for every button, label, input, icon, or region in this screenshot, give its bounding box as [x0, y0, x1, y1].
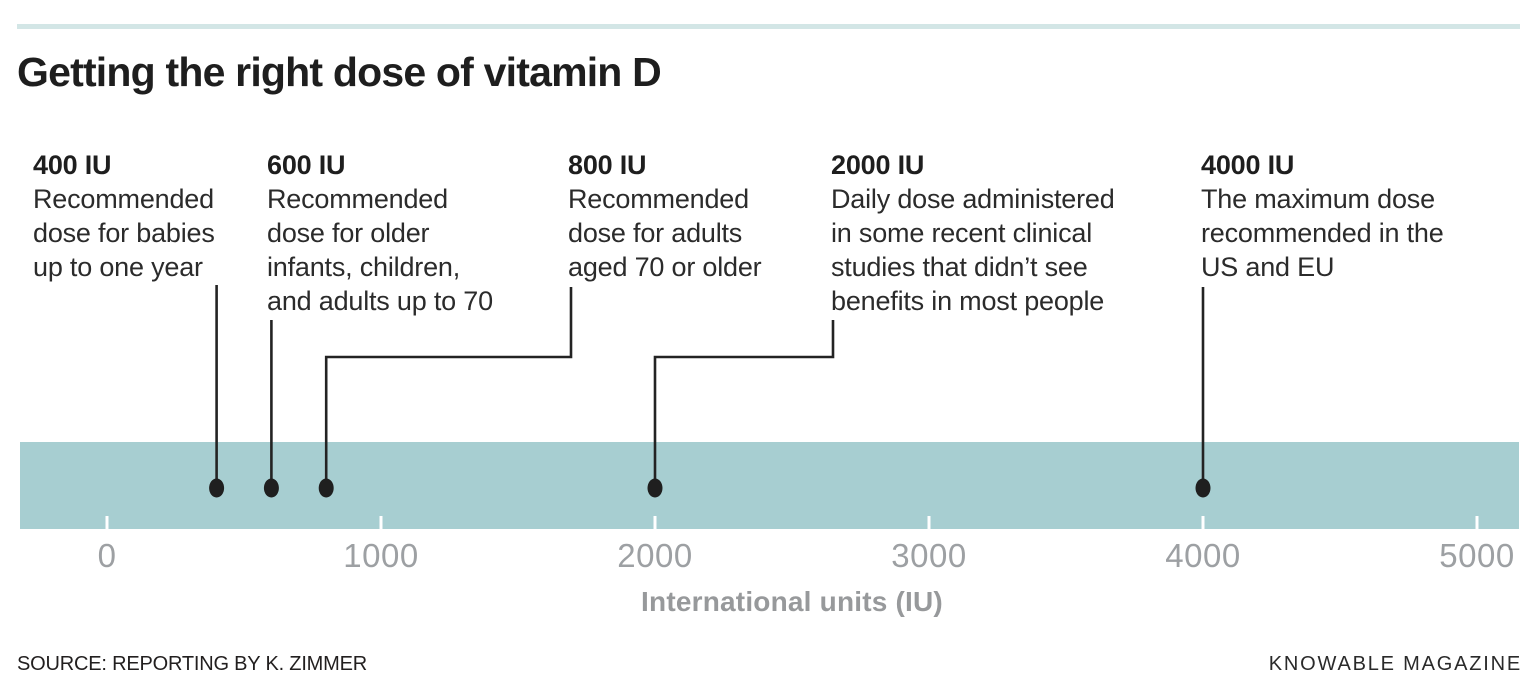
annotation-value: 800 IU [568, 150, 647, 180]
annotation-value: 4000 IU [1201, 150, 1295, 180]
source-credit: SOURCE: REPORTING BY K. ZIMMER [17, 653, 367, 675]
axis-tick-label: 5000 [1439, 537, 1515, 574]
axis-tick-mark [379, 516, 383, 529]
x-axis-title: International units (IU) [641, 586, 943, 617]
annotation-value: 600 IU [267, 150, 346, 180]
axis-tick-mark [653, 516, 657, 529]
top-accent-rule [17, 24, 1520, 29]
annotation-600iu: 600 IU Recommended dose for older infant… [267, 148, 527, 318]
dose-scale-band [20, 442, 1519, 529]
annotation-800iu: 800 IU Recommended dose for adults aged … [568, 148, 808, 284]
axis-tick-mark [1201, 516, 1205, 529]
axis-tick-label: 1000 [343, 537, 419, 574]
annotation-description: Recommended dose for adults aged 70 or o… [568, 184, 762, 282]
axis-tick-mark [105, 516, 109, 529]
annotation-description: Daily dose administered in some recent c… [831, 184, 1115, 316]
annotation-value: 2000 IU [831, 150, 925, 180]
annotation-value: 400 IU [33, 150, 112, 180]
chart-title: Getting the right dose of vitamin D [17, 49, 662, 95]
axis-tick-mark [927, 516, 931, 529]
annotation-2000iu: 2000 IU Daily dose administered in some … [831, 148, 1161, 318]
axis-tick-mark [1475, 516, 1479, 529]
annotation-description: Recommended dose for older infants, chil… [267, 184, 493, 316]
annotation-description: The maximum dose recommended in the US a… [1201, 184, 1444, 282]
axis-tick-label: 0 [97, 537, 117, 574]
axis-tick-label: 3000 [891, 537, 967, 574]
annotation-description: Recommended dose for babies up to one ye… [33, 184, 215, 282]
annotation-400iu: 400 IU Recommended dose for babies up to… [33, 148, 251, 284]
axis-tick-label: 2000 [617, 537, 693, 574]
annotation-4000iu: 4000 IU The maximum dose recommended in … [1201, 148, 1501, 284]
axis-tick-label: 4000 [1165, 537, 1241, 574]
publisher-credit: KNOWABLE MAGAZINE [1268, 653, 1522, 675]
